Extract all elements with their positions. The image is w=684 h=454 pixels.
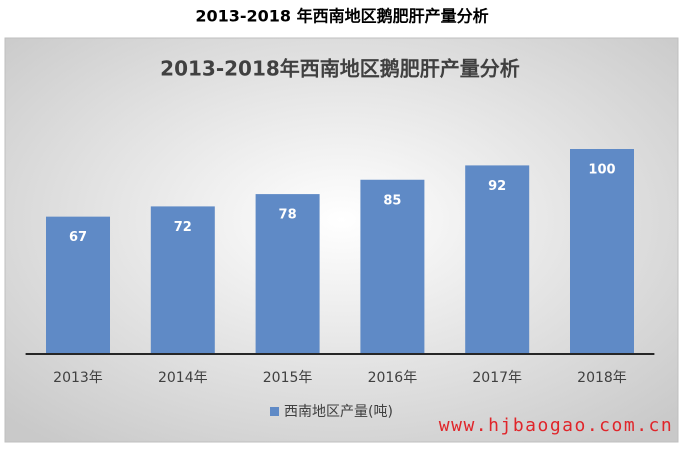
data-label: 78: [279, 208, 297, 223]
data-label: 72: [174, 220, 192, 235]
watermark: www.hjbaogao.com.cn: [439, 415, 673, 436]
legend-swatch: [270, 407, 279, 416]
data-label: 92: [488, 179, 506, 194]
data-label: 85: [383, 193, 401, 208]
chart-area: [4, 37, 679, 443]
x-tick-label: 2013年: [53, 370, 103, 386]
bar: [360, 179, 425, 354]
x-tick-label: 2017年: [472, 370, 522, 386]
bar: [570, 149, 634, 354]
bar: [150, 206, 215, 354]
legend-label: 西南地区产量(吨): [284, 404, 393, 420]
chart-title: 2013-2018年西南地区鹅肥肝产量分析: [160, 57, 520, 81]
page-title: 2013-2018 年西南地区鹅肥肝产量分析: [195, 7, 488, 26]
bar: [46, 216, 110, 354]
x-tick-label: 2016年: [368, 370, 418, 386]
x-tick-label: 2014年: [158, 370, 208, 386]
data-label: 67: [69, 230, 87, 245]
data-label: 100: [588, 163, 615, 178]
x-tick-label: 2018年: [577, 370, 627, 386]
x-tick-label: 2015年: [263, 370, 313, 386]
bar: [465, 165, 530, 354]
bar: [255, 194, 320, 354]
